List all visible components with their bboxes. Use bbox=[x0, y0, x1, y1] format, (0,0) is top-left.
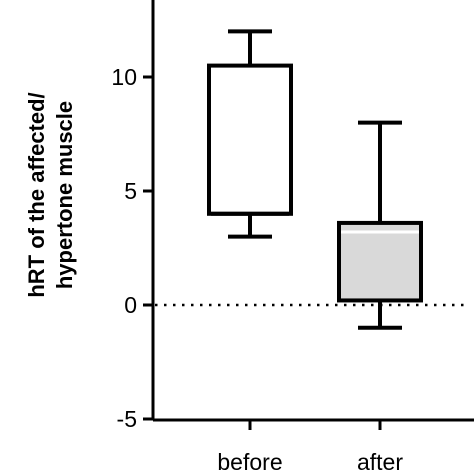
box-before bbox=[207, 29, 293, 239]
y-axis-title-line-2: hypertone muscle bbox=[52, 101, 77, 289]
x-axis: before after bbox=[153, 418, 474, 474]
x-tick-label: after bbox=[357, 449, 403, 474]
y-tick-label: -5 bbox=[117, 406, 137, 432]
box-series bbox=[207, 29, 423, 330]
box-body bbox=[337, 220, 423, 303]
y-tick-label: 5 bbox=[124, 178, 137, 204]
y-tick-label: 0 bbox=[124, 292, 137, 318]
y-axis: -5 0 5 10 bbox=[111, 0, 155, 432]
y-tick-label: 10 bbox=[111, 64, 137, 90]
x-tick-label: before bbox=[217, 449, 282, 474]
y-axis-title-line-1: hRT of the affected/ bbox=[24, 92, 49, 297]
y-axis-title: hRT of the affected/ hypertone muscle bbox=[24, 92, 77, 297]
box-after bbox=[337, 120, 423, 330]
box-body bbox=[207, 63, 293, 216]
